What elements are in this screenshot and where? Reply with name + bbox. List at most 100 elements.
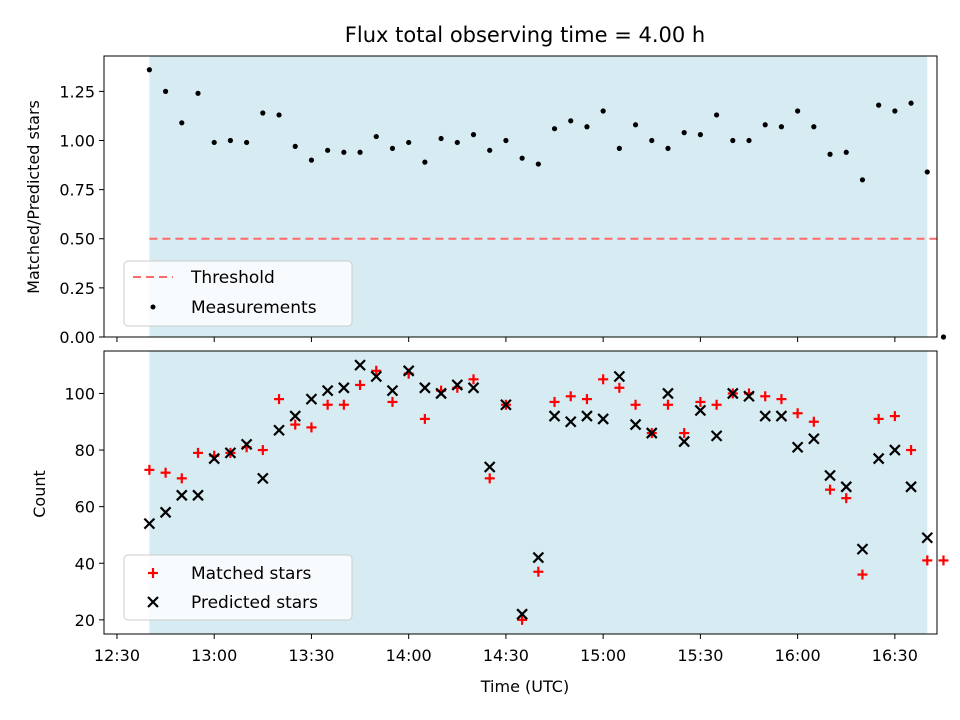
- matched-star-point: [922, 555, 933, 566]
- predicted-star-point: [419, 382, 431, 394]
- bottom-y-axis-label: Count: [30, 470, 49, 518]
- predicted-star-point: [176, 489, 188, 502]
- predicted-star-point: [824, 469, 836, 482]
- predicted-stars-legend-label: Predicted stars: [191, 593, 318, 613]
- measurements-legend-icon: [150, 304, 156, 310]
- matched-star-point: [938, 555, 949, 566]
- measurement-point: [681, 130, 687, 136]
- predicted-star-point: [645, 427, 658, 439]
- predicted-star-point: [548, 410, 561, 422]
- y-tick-label: 1.25: [59, 82, 95, 101]
- x-tick-label: 12:30: [94, 646, 140, 665]
- measurement-point: [697, 132, 703, 138]
- predicted-star-point: [905, 481, 917, 493]
- matched-star-point: [889, 411, 900, 422]
- measurement-point: [616, 145, 622, 151]
- measurement-point: [876, 102, 882, 108]
- measurement-point: [260, 110, 266, 116]
- matched-star-point: [419, 413, 430, 424]
- measurement-point: [195, 90, 201, 96]
- y-tick-label: 0.00: [59, 328, 95, 347]
- measurement-points: [146, 67, 947, 340]
- measurement-point: [908, 100, 914, 106]
- predicted-star-point: [516, 608, 528, 620]
- predicted-star-point: [808, 432, 820, 445]
- x-tick-label: 16:00: [775, 646, 821, 665]
- matched-star-point: [290, 419, 301, 430]
- matched-star-point: [338, 399, 349, 410]
- measurement-point: [422, 159, 428, 165]
- matched-star-point: [614, 382, 625, 393]
- measurement-point: [341, 149, 347, 155]
- matched-star-point: [857, 569, 868, 580]
- predicted-star-point: [532, 551, 545, 564]
- matched-star-point: [160, 467, 171, 478]
- matched-star-point: [679, 428, 690, 439]
- measurement-point: [227, 137, 234, 144]
- predicted-star-point: [192, 489, 204, 502]
- matched-star-point: [144, 464, 155, 475]
- measurement-point: [438, 135, 444, 142]
- matched-star-point: [808, 416, 819, 427]
- predicted-star-point: [240, 438, 253, 451]
- top-legend: Threshold Measurements: [123, 260, 353, 327]
- measurement-point: [892, 108, 898, 114]
- measurement-point: [827, 151, 833, 157]
- matched-star-point: [192, 447, 203, 458]
- chart-title: Flux total observing time = 4.00 h: [345, 23, 705, 47]
- bottom-legend-box: [123, 554, 353, 621]
- matched-stars-legend-label: Matched stars: [191, 564, 311, 584]
- predicted-star-point: [159, 506, 172, 519]
- matched-star-point: [257, 445, 268, 456]
- matched-star-point: [760, 391, 771, 402]
- measurement-point: [179, 120, 185, 126]
- predicted-star-point: [224, 447, 237, 459]
- bottom-y-axis: 20 40 60 80 100: [64, 384, 104, 630]
- measurement-point: [859, 177, 866, 183]
- top-axes-frame: [103, 55, 938, 338]
- measurement-point: [503, 137, 509, 144]
- y-tick-label: 0.25: [59, 279, 95, 298]
- predicted-star-point: [743, 390, 755, 403]
- predicted-star-point: [483, 461, 496, 473]
- matched-star-point: [371, 365, 382, 376]
- y-tick-label: 0.50: [59, 230, 95, 249]
- measurement-point: [373, 133, 379, 140]
- predicted-star-point: [143, 517, 156, 530]
- y-tick-label: 40: [75, 554, 95, 573]
- matched-star-point: [322, 399, 333, 410]
- top-y-axis: 0.00 0.25 0.50 0.75 1.00 1.25: [59, 82, 104, 347]
- predicted-star-point: [305, 393, 318, 405]
- matched-star-point: [176, 473, 187, 484]
- matched-star-point: [598, 374, 609, 385]
- y-tick-label: 80: [75, 441, 95, 460]
- matched-star-point: [825, 484, 836, 495]
- predicted-star-point: [613, 370, 626, 383]
- matched-stars-legend-icon: [148, 568, 158, 578]
- predicted-star-point: [678, 435, 690, 448]
- predicted-star-point: [694, 404, 707, 417]
- predicted-star-point: [791, 441, 804, 453]
- predicted-star-point: [889, 444, 901, 456]
- predicted-star-point: [467, 382, 480, 394]
- measurement-point: [244, 139, 250, 146]
- predicted-star-point: [710, 430, 723, 442]
- top-y-axis-label: Matched/Predicted stars: [24, 100, 43, 294]
- x-tick-label: 14:00: [386, 646, 432, 665]
- predicted-star-point: [354, 359, 366, 371]
- matched-star-point: [468, 374, 479, 385]
- x-tick-label: 15:00: [580, 646, 626, 665]
- top-legend-box: [123, 260, 353, 327]
- x-axis-label: Time (UTC): [480, 677, 569, 696]
- y-tick-label: 60: [75, 498, 95, 517]
- measurement-point: [308, 157, 315, 163]
- measurement-point: [292, 143, 298, 149]
- predicted-star-point: [289, 410, 302, 422]
- predicted-stars-legend-icon: [147, 596, 159, 608]
- matched-star-point: [581, 394, 592, 405]
- measurement-point: [454, 139, 460, 146]
- measurement-point: [632, 122, 639, 128]
- matched-star-point: [873, 413, 884, 424]
- measurement-point: [746, 137, 752, 144]
